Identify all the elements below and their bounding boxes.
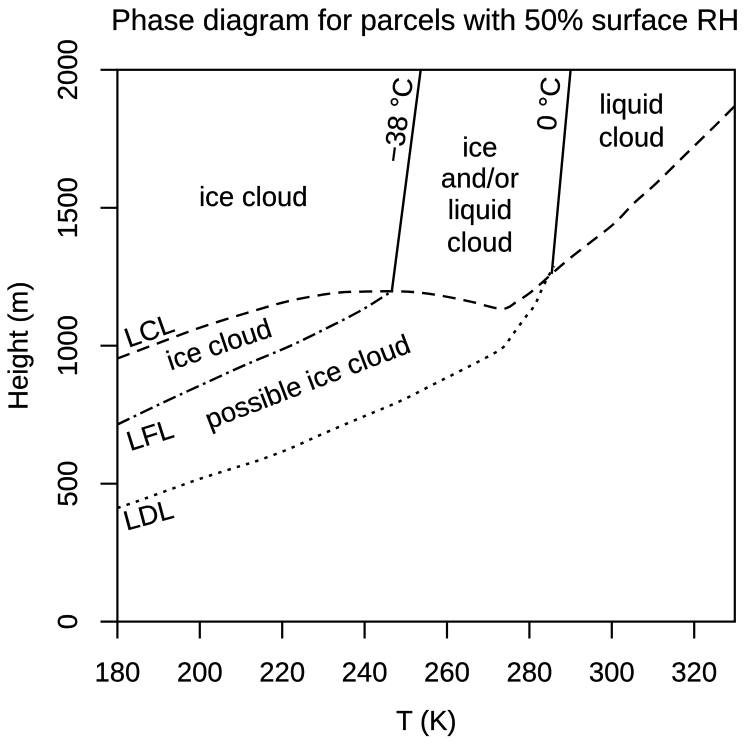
svg-text:1500: 1500 [52, 177, 83, 238]
svg-text:ice cloud: ice cloud [199, 181, 308, 212]
svg-text:cloud: cloud [447, 227, 513, 258]
svg-text:240: 240 [342, 656, 388, 687]
svg-text:0: 0 [52, 614, 83, 629]
svg-text:200: 200 [177, 656, 223, 687]
svg-text:Height (m): Height (m) [3, 282, 34, 410]
svg-text:cloud: cloud [599, 122, 665, 153]
svg-text:liquid: liquid [599, 88, 663, 119]
svg-text:−38 °C: −38 °C [377, 76, 419, 164]
svg-text:320: 320 [671, 656, 717, 687]
svg-text:ice: ice [462, 131, 497, 162]
svg-text:0 °C: 0 °C [531, 75, 567, 131]
svg-text:260: 260 [424, 656, 470, 687]
svg-text:T (K): T (K) [396, 705, 457, 736]
svg-text:300: 300 [589, 656, 635, 687]
svg-text:220: 220 [259, 656, 305, 687]
svg-text:180: 180 [94, 656, 140, 687]
svg-text:2000: 2000 [52, 39, 83, 100]
svg-text:liquid: liquid [448, 194, 512, 225]
svg-text:and/or: and/or [441, 163, 519, 194]
svg-text:500: 500 [52, 461, 83, 507]
svg-text:Phase diagram for parcels with: Phase diagram for parcels with 50% surfa… [111, 4, 739, 37]
svg-text:1000: 1000 [52, 315, 83, 376]
svg-text:280: 280 [506, 656, 552, 687]
